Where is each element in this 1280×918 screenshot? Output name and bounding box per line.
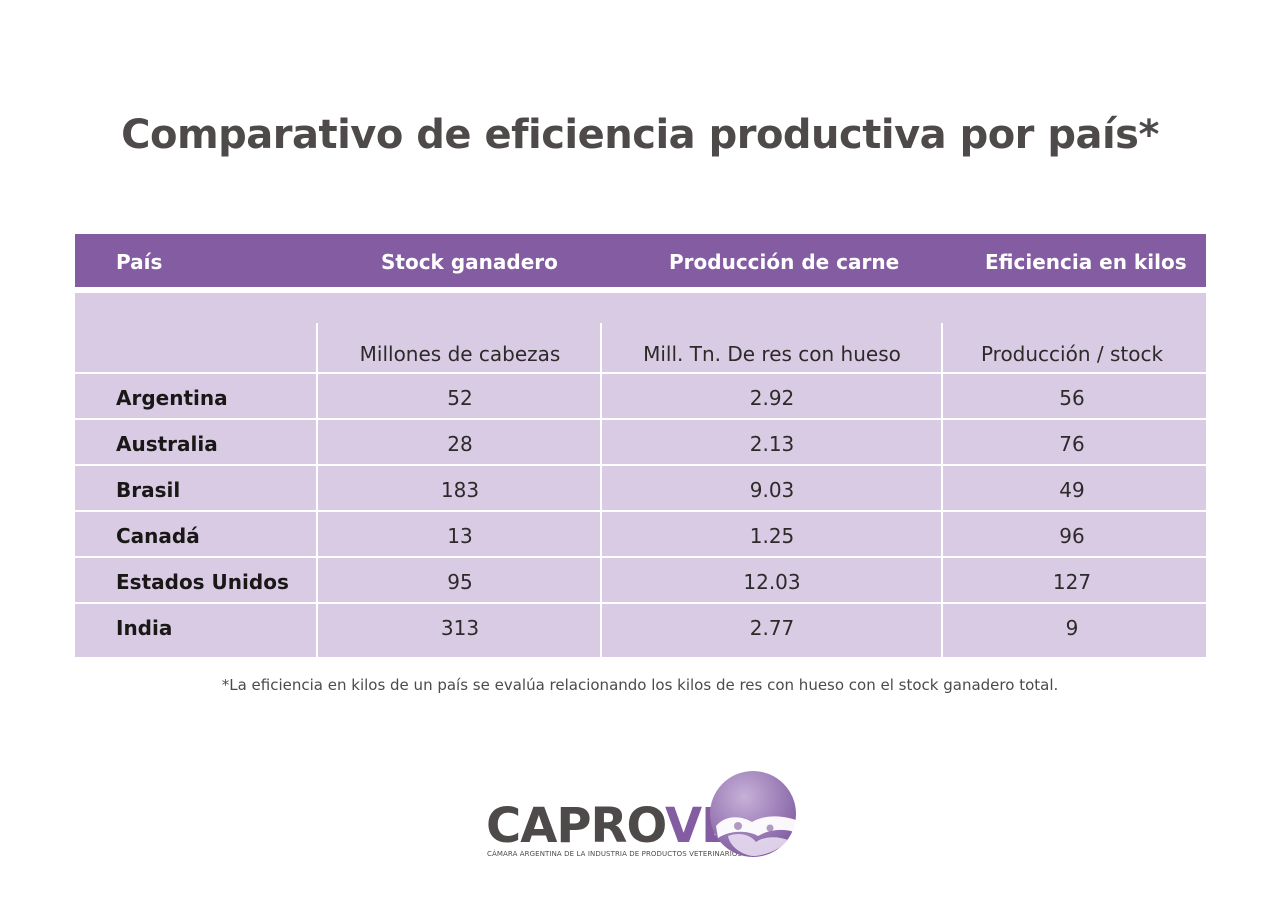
page-title: Comparativo de eficiencia productiva por…	[121, 112, 1159, 158]
efficiency-value: 127	[1052, 570, 1092, 594]
efficiency-value: 56	[1059, 386, 1085, 410]
column-divider	[316, 323, 318, 657]
efficiency-value: 76	[1059, 432, 1085, 456]
stock-value: 52	[447, 386, 473, 410]
production-value: 2.13	[749, 432, 795, 456]
country-name: Estados Unidos	[116, 570, 289, 594]
country-name: Argentina	[116, 386, 228, 410]
row-divider	[75, 464, 1206, 466]
production-value: 1.25	[749, 524, 795, 548]
stock-value: 313	[440, 616, 480, 640]
row-divider	[75, 602, 1206, 604]
production-value: 12.03	[743, 570, 801, 594]
table-row: Estados Unidos 95 12.03 127	[75, 558, 1206, 603]
production-value: 9.03	[749, 478, 795, 502]
row-divider	[75, 556, 1206, 558]
table-row: Argentina 52 2.92 56	[75, 374, 1206, 419]
production-value: 2.77	[749, 616, 795, 640]
table-row: India 313 2.77 9	[75, 604, 1206, 649]
stock-value: 13	[447, 524, 473, 548]
country-name: India	[116, 616, 173, 640]
unit-efficiency: Producción / stock	[980, 342, 1164, 366]
footnote: *La eficiencia en kilos de un país se ev…	[221, 676, 1059, 694]
logo-wordmark: CAPROVE	[486, 798, 734, 854]
header-country: País	[116, 250, 163, 274]
logo-subtitle: CÁMARA ARGENTINA DE LA INDUSTRIA DE PROD…	[487, 850, 743, 858]
data-table: Millones de cabezas Mill. Tn. De res con…	[75, 293, 1206, 657]
unit-stock: Millones de cabezas	[359, 342, 561, 366]
animals-emblem-icon	[710, 771, 796, 857]
production-value: 2.92	[749, 386, 795, 410]
table-row: Canadá 13 1.25 96	[75, 512, 1206, 557]
row-divider	[75, 418, 1206, 420]
efficiency-value: 9	[1065, 616, 1079, 640]
caprove-logo: CAPROVE CÁMARA ARGENTINA DE LA INDUSTRIA…	[484, 770, 800, 865]
row-divider	[75, 510, 1206, 512]
efficiency-value: 49	[1059, 478, 1085, 502]
table-row: Australia 28 2.13 76	[75, 420, 1206, 465]
table-row: Brasil 183 9.03 49	[75, 466, 1206, 511]
stock-value: 95	[447, 570, 473, 594]
stock-value: 28	[447, 432, 473, 456]
logo-wordmark-part1: CAPRO	[486, 798, 666, 854]
unit-production: Mill. Tn. De res con hueso	[643, 342, 901, 366]
country-name: Brasil	[116, 478, 181, 502]
column-divider	[941, 323, 943, 657]
column-divider	[600, 323, 602, 657]
stock-value: 183	[440, 478, 480, 502]
header-production: Producción de carne	[669, 250, 900, 274]
efficiency-value: 96	[1059, 524, 1085, 548]
country-name: Canadá	[116, 524, 200, 548]
header-efficiency: Eficiencia en kilos	[985, 250, 1187, 274]
country-name: Australia	[116, 432, 218, 456]
table-header: País Stock ganadero Producción de carne …	[75, 234, 1206, 287]
header-stock: Stock ganadero	[381, 250, 558, 274]
row-divider	[75, 372, 1206, 374]
